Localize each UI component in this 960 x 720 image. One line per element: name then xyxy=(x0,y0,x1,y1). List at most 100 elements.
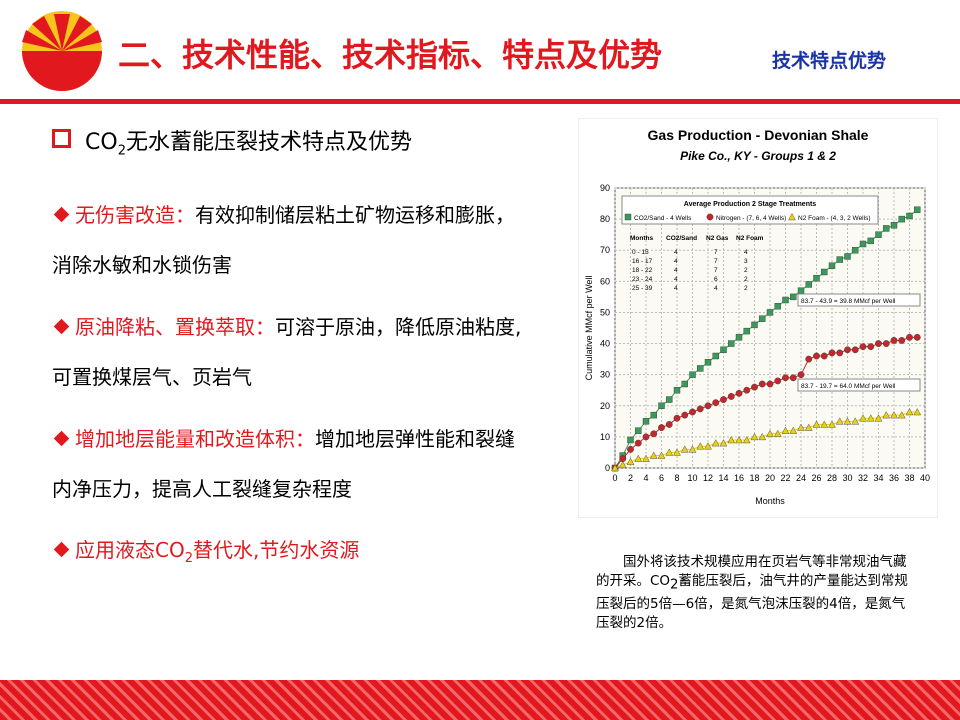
point xyxy=(735,334,743,341)
table-cell: 16 - 17 xyxy=(632,258,653,265)
subscript: 2 xyxy=(117,143,126,159)
x-tick-label: 4 xyxy=(643,473,648,483)
y-tick-label: 90 xyxy=(600,183,610,193)
point xyxy=(634,439,642,447)
legend-marker xyxy=(788,213,796,221)
point xyxy=(712,352,719,360)
chart-subtitle: Pike Co., KY - Groups 1 & 2 xyxy=(680,149,836,163)
point xyxy=(665,448,674,456)
point xyxy=(898,215,905,223)
point xyxy=(797,423,805,431)
body: 可溶于原油，降低原油粘度,可置换煤层气、页岩气 xyxy=(52,315,522,389)
point xyxy=(852,247,859,254)
divider xyxy=(0,99,960,104)
point xyxy=(781,426,790,434)
point xyxy=(720,346,727,353)
point xyxy=(680,445,689,453)
point xyxy=(658,402,665,409)
x-tick-label: 24 xyxy=(796,473,806,483)
point xyxy=(681,411,689,419)
table-cell: 4 xyxy=(744,249,748,256)
y-axis-label: Cumulative MMcf per Well xyxy=(584,276,594,381)
x-tick-label: 16 xyxy=(734,473,744,483)
annotation-box xyxy=(797,293,921,307)
table-cell: 2 xyxy=(744,267,748,274)
point xyxy=(913,333,921,341)
point xyxy=(751,383,758,391)
point xyxy=(890,411,898,419)
x-tick-label: 0 xyxy=(612,473,617,483)
point xyxy=(882,340,890,347)
series-line xyxy=(614,336,918,469)
caption: 国外将该技术规模应用在页岩气等非常规油气藏的开采。CO2蓄能压裂后，油气井的产量… xyxy=(596,553,914,633)
table-header: N2 Gas xyxy=(706,235,729,242)
annotation: 83.7 - 19.7 = 64.0 MMcf per Well xyxy=(801,383,896,390)
point xyxy=(758,380,766,388)
point xyxy=(618,460,627,469)
point xyxy=(627,445,634,453)
point xyxy=(774,377,782,385)
legend-box xyxy=(621,195,879,225)
table-cell: 4 xyxy=(674,285,678,292)
table-cell: 23 - 24 xyxy=(632,276,653,283)
point xyxy=(673,414,681,422)
x-tick-label: 10 xyxy=(687,473,697,483)
x-tick-label: 30 xyxy=(842,473,852,483)
lead: 增加地层能量和改造体积： xyxy=(75,427,315,451)
text: 无水蓄能压裂技术特点及优势 xyxy=(125,130,412,155)
point xyxy=(681,380,688,388)
point xyxy=(750,432,759,441)
point xyxy=(626,457,635,465)
point xyxy=(697,365,704,372)
point xyxy=(627,436,634,444)
point xyxy=(773,429,782,437)
point xyxy=(758,432,767,441)
x-tick-label: 6 xyxy=(659,473,664,483)
point xyxy=(689,371,696,378)
x-tick-label: 28 xyxy=(827,473,837,483)
point xyxy=(673,387,681,394)
point xyxy=(812,420,821,428)
x-tick-label: 18 xyxy=(749,473,759,483)
x-tick-label: 38 xyxy=(904,473,914,483)
x-axis-label: Months xyxy=(755,496,785,506)
point xyxy=(797,371,805,379)
x-tick-label: 40 xyxy=(920,473,930,483)
point xyxy=(859,414,867,422)
point xyxy=(774,303,781,310)
point xyxy=(712,399,720,407)
table-cell: 18 - 22 xyxy=(632,267,653,274)
y-tick-label: 60 xyxy=(600,276,610,286)
title: 二、技术性能、技术指标、特点及优势 xyxy=(118,36,663,74)
point xyxy=(766,380,774,388)
y-tick-label: 70 xyxy=(600,245,610,255)
y-tick-label: 30 xyxy=(600,370,610,380)
legend-label: Nitrogen - (7, 6, 4 Wells) xyxy=(716,215,786,222)
point xyxy=(650,411,657,419)
point xyxy=(619,455,627,463)
table-cell: 7 xyxy=(714,267,718,274)
point xyxy=(789,374,797,382)
point xyxy=(882,411,891,419)
point xyxy=(890,337,898,344)
x-tick-label: 36 xyxy=(889,473,899,483)
table-cell: 4 xyxy=(674,249,678,256)
logo xyxy=(22,11,102,91)
x-tick-label: 26 xyxy=(811,473,821,483)
point xyxy=(843,417,852,425)
point xyxy=(905,408,914,416)
point xyxy=(735,389,743,397)
point xyxy=(696,405,704,413)
point xyxy=(790,293,797,301)
table-cell: 25 - 39 xyxy=(632,285,653,292)
point xyxy=(673,448,681,456)
bullet: 应用液态CO2替代水,节约水资源 xyxy=(52,525,522,584)
body: 有效抑制储层粘土矿物运移和膨胀，消除水敏和水锁伤害 xyxy=(52,203,515,277)
chart-title: Gas Production - Devonian Shale xyxy=(648,127,869,143)
point xyxy=(688,445,697,453)
point xyxy=(642,418,650,425)
point xyxy=(782,296,789,304)
point xyxy=(867,343,875,351)
point xyxy=(813,352,820,360)
